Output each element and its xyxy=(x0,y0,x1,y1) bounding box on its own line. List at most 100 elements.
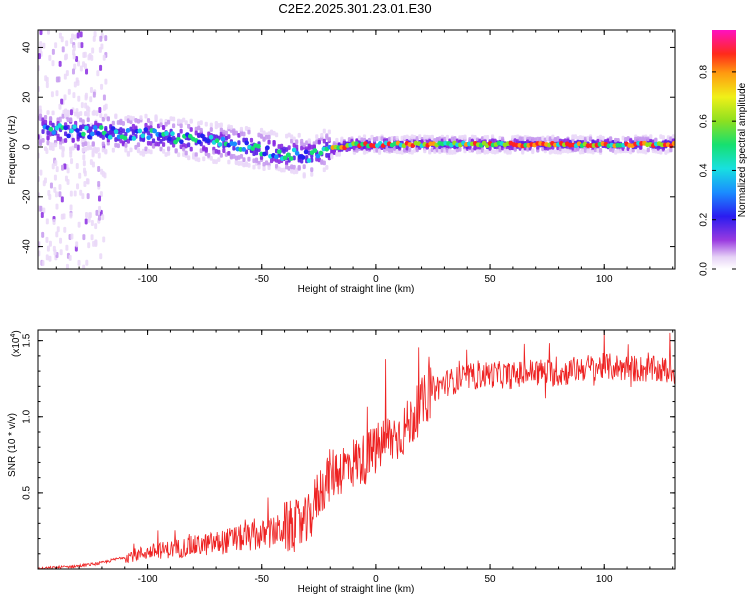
spectrum-cell xyxy=(473,145,477,151)
spectrum-cell xyxy=(227,159,231,165)
spectrum-cell xyxy=(659,149,663,155)
spectrum-cell xyxy=(257,164,261,170)
spectrum-peak xyxy=(101,130,107,136)
noise-blob xyxy=(90,234,94,241)
spectrum-cell xyxy=(146,130,151,136)
noise-blob xyxy=(68,254,72,261)
spectrum-cell xyxy=(124,116,128,121)
spectrum-cell xyxy=(217,122,221,128)
colorbar-tick-label: 0.4 xyxy=(699,163,710,177)
spectrum-cell xyxy=(172,123,176,129)
spectrum-cell xyxy=(639,145,643,150)
spectrum-cell xyxy=(194,126,198,132)
spectrum-cell xyxy=(239,153,244,159)
y-tick-label: 0.5 xyxy=(22,485,33,499)
colorbar-label: Normalized spectral amplitude xyxy=(737,82,748,217)
noise-blob xyxy=(51,163,55,170)
spectrum-cell xyxy=(543,137,547,143)
noise-blob xyxy=(58,103,62,110)
spectrum-peak xyxy=(98,125,104,130)
noise-blob xyxy=(63,163,67,170)
spectrum-cell xyxy=(327,136,331,142)
spectrum-cell xyxy=(46,130,50,136)
noise-blob xyxy=(42,207,46,214)
spectrum-cell xyxy=(199,127,203,133)
spectrum-cell xyxy=(320,160,324,165)
noise-blob xyxy=(79,31,83,38)
noise-blob xyxy=(76,183,80,190)
spectrum-cell xyxy=(468,137,472,142)
spectrum-cell xyxy=(586,148,590,154)
spectrum-peak xyxy=(217,142,223,147)
spectrum-cell xyxy=(234,130,239,136)
spectrum-cell xyxy=(41,129,45,134)
noise-blob xyxy=(65,244,69,251)
spectrum-cell xyxy=(84,141,88,147)
spectrum-cell xyxy=(154,117,158,123)
noise-blob xyxy=(62,213,66,220)
x-tick-label: -50 xyxy=(255,574,270,585)
spectrum-cell xyxy=(151,138,156,144)
spectrum-cell xyxy=(438,136,442,142)
spectrum-cell xyxy=(169,116,173,122)
spectrum-cell xyxy=(247,156,251,162)
spectrum-cell xyxy=(48,142,53,147)
spectrum-cell xyxy=(91,148,95,153)
spectrum-cell xyxy=(101,141,105,147)
spectrum-cell xyxy=(553,136,557,142)
noise-blob xyxy=(75,55,79,62)
spectrum-cell xyxy=(194,156,198,162)
spectrum-cell xyxy=(340,136,344,142)
spectrum-cell xyxy=(488,146,492,151)
x-tick-label: -100 xyxy=(138,574,158,585)
spectrum-cell xyxy=(285,133,289,139)
spectrum-cell xyxy=(242,131,246,137)
spectrum-cell xyxy=(285,164,289,170)
noise-blob xyxy=(85,68,89,75)
spectrum-cell xyxy=(624,136,628,142)
spectrum-cell xyxy=(146,148,151,154)
spectrum-cell xyxy=(521,148,525,154)
noise-blob xyxy=(64,53,68,60)
spectrum-cell xyxy=(89,145,93,150)
spectrum-peak xyxy=(232,141,238,147)
spectrum-cell xyxy=(242,137,246,143)
spectrum-cell xyxy=(101,116,105,122)
spectrum-cell xyxy=(179,128,183,134)
noise-blob xyxy=(73,34,77,41)
noise-blob xyxy=(54,160,58,167)
snr-panel: -100 -50 0 50 100 0.5 1.0 1.5 Height of straigh… xyxy=(7,329,676,595)
spectrum-cell xyxy=(576,135,580,141)
spectrum-cell xyxy=(475,149,480,155)
spectrum-cell xyxy=(536,144,540,150)
spectrum-cell xyxy=(149,121,153,126)
spectrum-cell xyxy=(498,146,502,152)
spectrum-cell xyxy=(310,167,314,173)
spectrum-cell xyxy=(332,150,336,155)
snr-scale-exponent: 4 xyxy=(10,334,17,338)
spectrum-cell xyxy=(601,135,605,141)
noise-blob xyxy=(94,239,98,246)
spectrum-cell xyxy=(287,165,291,171)
spectrum-cell xyxy=(182,146,186,152)
spectrum-cell xyxy=(372,148,377,154)
spectrum-cell xyxy=(141,148,146,154)
spectrum-cell xyxy=(531,148,535,154)
noise-blob xyxy=(99,35,103,42)
snr-x-axis-label: Height of straight line (km) xyxy=(298,584,415,595)
spectrum-cell xyxy=(237,140,241,146)
spectrum-cell xyxy=(79,111,83,116)
spectrum-cell xyxy=(212,159,216,164)
spectrum-cell xyxy=(485,149,490,155)
spectrum-cell xyxy=(300,145,304,151)
spectrum-peak xyxy=(84,125,89,131)
spectrum-cell xyxy=(239,126,244,132)
noise-blob xyxy=(102,236,106,243)
x-tick-label: -50 xyxy=(255,274,270,285)
spectrum-cell xyxy=(56,136,60,141)
spectrum-cell xyxy=(121,128,125,134)
spectrum-cell xyxy=(41,137,45,143)
spectrum-peak xyxy=(285,152,291,158)
spectrum-peak xyxy=(93,125,98,130)
spectrum-cell xyxy=(172,116,176,122)
